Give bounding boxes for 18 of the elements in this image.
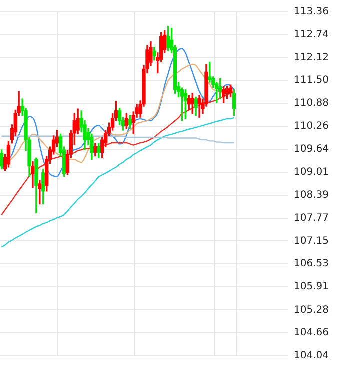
line-series: [1, 117, 235, 248]
y-tick-label: 112.74: [294, 29, 330, 40]
y-tick-label: 113.36: [294, 6, 330, 18]
y-tick-label: 108.39: [294, 190, 330, 202]
y-tick-label: 109.01: [294, 167, 330, 178]
y-tick-label: 109.64: [294, 144, 330, 155]
y-tick-label: 105.28: [294, 304, 330, 316]
y-tick-label: 111.50: [294, 75, 330, 86]
y-tick-label: 110.88: [294, 98, 330, 110]
line-series: [1, 48, 235, 178]
y-tick-label: 107.15: [294, 236, 330, 247]
y-tick-label: 104.04: [294, 350, 330, 362]
y-tick-label: 105.91: [294, 282, 330, 293]
y-tick-label: 110.26: [294, 121, 330, 132]
y-tick-label: 107.77: [294, 212, 330, 224]
y-tick-label: 106.53: [294, 258, 330, 270]
y-tick-label: 104.66: [294, 328, 330, 339]
y-tick-label: 112.12: [294, 52, 330, 64]
